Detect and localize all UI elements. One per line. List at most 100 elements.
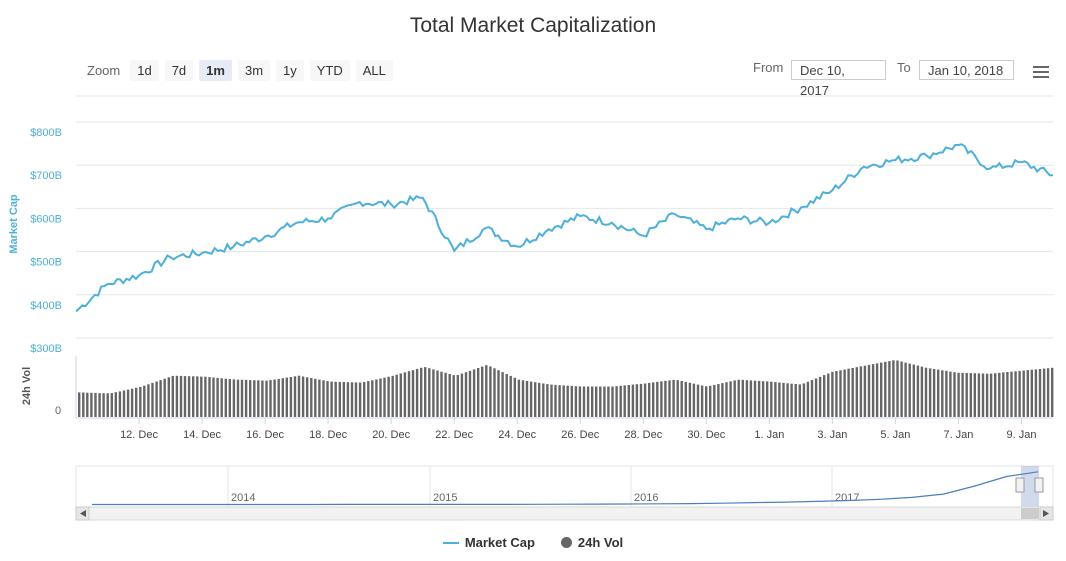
zoom-ytd-button[interactable]: YTD bbox=[309, 60, 350, 81]
zoom-label: Zoom bbox=[87, 63, 121, 78]
volume-bar bbox=[818, 376, 822, 417]
volume-bar bbox=[981, 373, 985, 417]
volume-bar bbox=[249, 380, 252, 417]
volume-bar bbox=[591, 386, 594, 417]
zoom-1m-button[interactable]: 1m bbox=[199, 60, 232, 81]
volume-bar bbox=[562, 385, 565, 417]
volume-bar bbox=[468, 370, 472, 417]
volume-bar bbox=[477, 368, 480, 417]
volume-bar bbox=[314, 378, 317, 417]
x-tick-label: 9. Jan bbox=[1006, 429, 1036, 441]
volume-bar bbox=[428, 368, 431, 417]
x-tick-label: 5. Jan bbox=[880, 429, 910, 441]
volume-bar bbox=[949, 371, 952, 417]
volume-bar bbox=[798, 384, 801, 417]
volume-bar bbox=[957, 372, 960, 417]
navigator: 2014 2015 2016 2017 bbox=[75, 465, 1054, 521]
volume-bar bbox=[90, 392, 93, 417]
arrow-left-icon bbox=[80, 510, 86, 517]
y-axis-ticks: $300B $400B $500B $600B $700B $800B bbox=[30, 127, 62, 355]
volume-bar bbox=[664, 380, 667, 417]
volume-bar bbox=[700, 385, 704, 417]
volume-bar bbox=[151, 382, 154, 417]
volume-bar bbox=[534, 382, 537, 417]
volume-bar bbox=[1006, 372, 1009, 417]
navigator-x-label: 2016 bbox=[634, 492, 658, 504]
volume-bar bbox=[546, 384, 549, 417]
volume-bar bbox=[794, 384, 797, 417]
volume-bar bbox=[236, 379, 240, 417]
volume-bar bbox=[607, 386, 610, 417]
x-tick-label: 3. Jan bbox=[817, 429, 847, 441]
volume-bar bbox=[253, 380, 256, 417]
y-axis-label: Market Cap bbox=[8, 194, 20, 254]
volume-bar bbox=[880, 362, 883, 417]
volume-bar bbox=[774, 382, 777, 417]
volume-bar bbox=[538, 382, 541, 417]
x-tick-label: 18. Dec bbox=[309, 429, 347, 441]
volume-bar bbox=[143, 385, 146, 417]
legend-market-cap[interactable]: Market Cap bbox=[442, 535, 535, 550]
volume-bar bbox=[322, 380, 325, 417]
to-label: To bbox=[897, 60, 911, 75]
line-icon bbox=[442, 541, 459, 544]
volume-bar bbox=[407, 371, 411, 417]
volume-bar bbox=[301, 376, 305, 417]
volume-bar bbox=[363, 382, 366, 417]
volume-bar bbox=[916, 365, 920, 417]
volume-bar bbox=[574, 386, 578, 417]
volume-bar bbox=[680, 381, 683, 417]
arrow-right-icon bbox=[1043, 510, 1049, 517]
to-date-input[interactable]: Jan 10, 2018 bbox=[919, 60, 1014, 80]
volume-bar bbox=[1046, 368, 1050, 417]
volume-bar bbox=[244, 379, 248, 417]
volume-bar bbox=[859, 366, 863, 417]
zoom-all-button[interactable]: ALL bbox=[355, 60, 393, 81]
volume-bar bbox=[1051, 367, 1054, 417]
zoom-3m-button[interactable]: 3m bbox=[237, 60, 271, 81]
volume-bar bbox=[436, 370, 439, 417]
volume-bar bbox=[420, 367, 423, 417]
volume-bar bbox=[179, 375, 183, 417]
volume-bar bbox=[611, 386, 614, 417]
from-date-input[interactable]: Dec 10, 2017 bbox=[791, 60, 886, 98]
volume-bar bbox=[424, 367, 427, 417]
volume-bar bbox=[306, 377, 309, 417]
volume-bar bbox=[599, 386, 602, 417]
legend: Market Cap 24h Vol bbox=[0, 535, 1066, 550]
volume-bar bbox=[175, 375, 179, 417]
volume-bar bbox=[318, 379, 321, 417]
volume-bar bbox=[159, 380, 162, 417]
volume-bar bbox=[391, 375, 394, 417]
volume-bar bbox=[660, 381, 663, 417]
zoom-7d-button[interactable]: 7d bbox=[164, 60, 194, 81]
volume-bar bbox=[171, 375, 174, 417]
volume-bar bbox=[139, 386, 142, 417]
volume-bar bbox=[733, 380, 736, 417]
volume-bar bbox=[481, 366, 484, 417]
volume-bar bbox=[257, 380, 260, 417]
volume-bar bbox=[550, 384, 553, 417]
volume-bar bbox=[464, 372, 468, 417]
navigator-x-label: 2014 bbox=[231, 492, 255, 504]
volume-bar bbox=[835, 371, 838, 417]
volume-bar bbox=[273, 379, 276, 417]
volume-bar bbox=[310, 378, 313, 417]
volume-bar bbox=[627, 385, 630, 417]
zoom-1y-button[interactable]: 1y bbox=[276, 60, 304, 81]
volume-bar bbox=[220, 378, 223, 417]
x-tick-label: 30. Dec bbox=[687, 429, 725, 441]
legend-volume[interactable]: 24h Vol bbox=[560, 535, 623, 550]
volume-bar bbox=[509, 375, 512, 417]
volume-bar bbox=[802, 383, 806, 417]
zoom-1d-button[interactable]: 1d bbox=[130, 60, 159, 81]
volume-bar bbox=[806, 381, 810, 417]
hamburger-icon[interactable] bbox=[1033, 66, 1049, 81]
volume-bar bbox=[334, 381, 337, 417]
volume-bar bbox=[586, 386, 590, 417]
volume-bar bbox=[688, 382, 692, 417]
volume-bar bbox=[855, 367, 858, 417]
y-tick-label: $500B bbox=[30, 257, 62, 269]
scrollbar-left-button bbox=[75, 506, 90, 521]
